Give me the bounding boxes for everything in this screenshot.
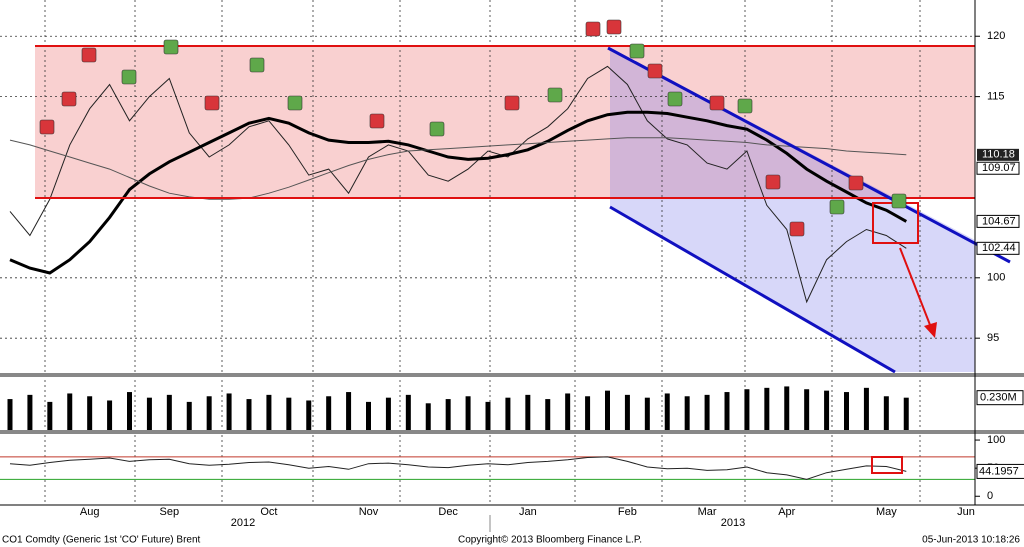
volume-bar: [863, 387, 869, 430]
volume-bar: [684, 396, 690, 430]
x-tick-label: May: [876, 506, 897, 518]
x-tick-label: Apr: [778, 506, 795, 518]
price-label: 104.67: [982, 215, 1016, 227]
volume-bar: [664, 393, 670, 430]
channel-top: [607, 46, 1011, 264]
signal-badges: [39, 19, 907, 237]
value-label-box: [976, 463, 1024, 479]
x-tick-label: Aug: [80, 506, 100, 518]
volume-bar: [206, 396, 212, 430]
panel-separator: [0, 430, 1024, 434]
volume-bar: [704, 394, 710, 430]
y-tick-label: 100: [987, 272, 1005, 284]
volume-bar: [804, 389, 810, 430]
arrow-shaft: [899, 247, 933, 331]
footer-copyright: Copyright© 2013 Bloomberg Finance L.P.: [458, 535, 642, 546]
volume-bar: [883, 396, 889, 430]
y-tick-label: 100: [987, 434, 1005, 446]
x-tick-label: Oct: [260, 506, 277, 518]
volume-bar: [405, 394, 411, 430]
plot: [0, 35, 975, 480]
year-label: 2013: [721, 517, 745, 529]
volume-bar: [505, 397, 511, 430]
channel-zone: [610, 48, 975, 372]
panel-separator: [0, 373, 1024, 377]
y-tick-label: 120: [987, 30, 1005, 42]
value-label-box: [976, 390, 1024, 406]
volume-bar: [744, 389, 750, 430]
x-tick-label: Mar: [698, 506, 717, 518]
price-label-box: [976, 214, 1020, 228]
x-tick-label: Feb: [618, 506, 637, 518]
volume-bar: [903, 397, 909, 430]
price-label: 102.44: [982, 242, 1016, 254]
volume-bar: [346, 392, 352, 430]
volume-bar: [306, 400, 312, 430]
range-zone: [35, 46, 975, 198]
volume-bar: [166, 394, 172, 430]
volume-bar: [465, 396, 471, 430]
price-label: 109.07: [982, 162, 1016, 174]
volume-bar: [246, 399, 252, 430]
rsi-highlight-box: [871, 456, 903, 474]
volume-bar: [7, 399, 13, 430]
volume-bar: [585, 396, 591, 430]
value-label: 0.230M: [980, 392, 1017, 404]
volume-bar: [127, 392, 132, 430]
price-label: 110.18: [982, 149, 1015, 161]
arrow-head: [924, 322, 937, 338]
volume-bar: [824, 390, 830, 430]
volume-bar: [226, 393, 232, 430]
series-line: [9, 456, 907, 480]
volume-bar: [764, 387, 770, 430]
volume-bar: [624, 394, 630, 430]
channel-bottom: [609, 205, 896, 374]
footer-source: CO1 Comdty (Generic 1st 'CO' Future) Bre…: [2, 535, 201, 546]
y-tick-label: 115: [987, 91, 1005, 103]
volume-bar: [545, 399, 551, 430]
volume-bar: [266, 394, 272, 430]
volume-bar: [724, 392, 730, 430]
volume-bar: [47, 401, 53, 430]
x-tick-label: Nov: [359, 506, 379, 518]
x-tick-label: Jun: [957, 506, 975, 518]
y-tick-label: 0: [987, 490, 993, 502]
volume-bar: [27, 394, 33, 430]
volume-bar: [844, 392, 849, 430]
volume-bar: [525, 394, 531, 430]
volume-bar: [385, 397, 391, 430]
x-tick-label: Dec: [438, 506, 458, 518]
x-tick-label: Sep: [160, 506, 180, 518]
series-line: [9, 137, 907, 200]
volume-bar: [286, 397, 292, 430]
volume-bar: [605, 390, 610, 430]
value-label: 44.1957: [979, 465, 1019, 477]
y-tick-label: 95: [987, 332, 999, 344]
year-label: 2012: [231, 517, 255, 529]
volume-bar: [107, 400, 113, 430]
series-line: [9, 110, 908, 275]
volume-bar: [445, 399, 451, 430]
x-tick-label: Jan: [519, 506, 537, 518]
volume-bar: [186, 401, 192, 430]
footer-timestamp: 05-Jun-2013 10:18:26: [922, 535, 1020, 546]
price-label-box: [976, 161, 1020, 175]
volume-bar: [326, 396, 332, 430]
volume-bar: [425, 403, 431, 430]
volume-bar: [67, 393, 73, 430]
volume-bar: [565, 393, 571, 430]
volume-bar: [87, 396, 93, 430]
series-line: [9, 65, 907, 304]
volume-bar: [644, 397, 650, 430]
volume-bar: [784, 386, 790, 430]
price-label-box: [977, 148, 1019, 161]
volume-bar: [146, 397, 152, 430]
price-label-box: [976, 241, 1020, 255]
volume-bar: [366, 401, 371, 430]
volume-bar: [485, 401, 491, 430]
